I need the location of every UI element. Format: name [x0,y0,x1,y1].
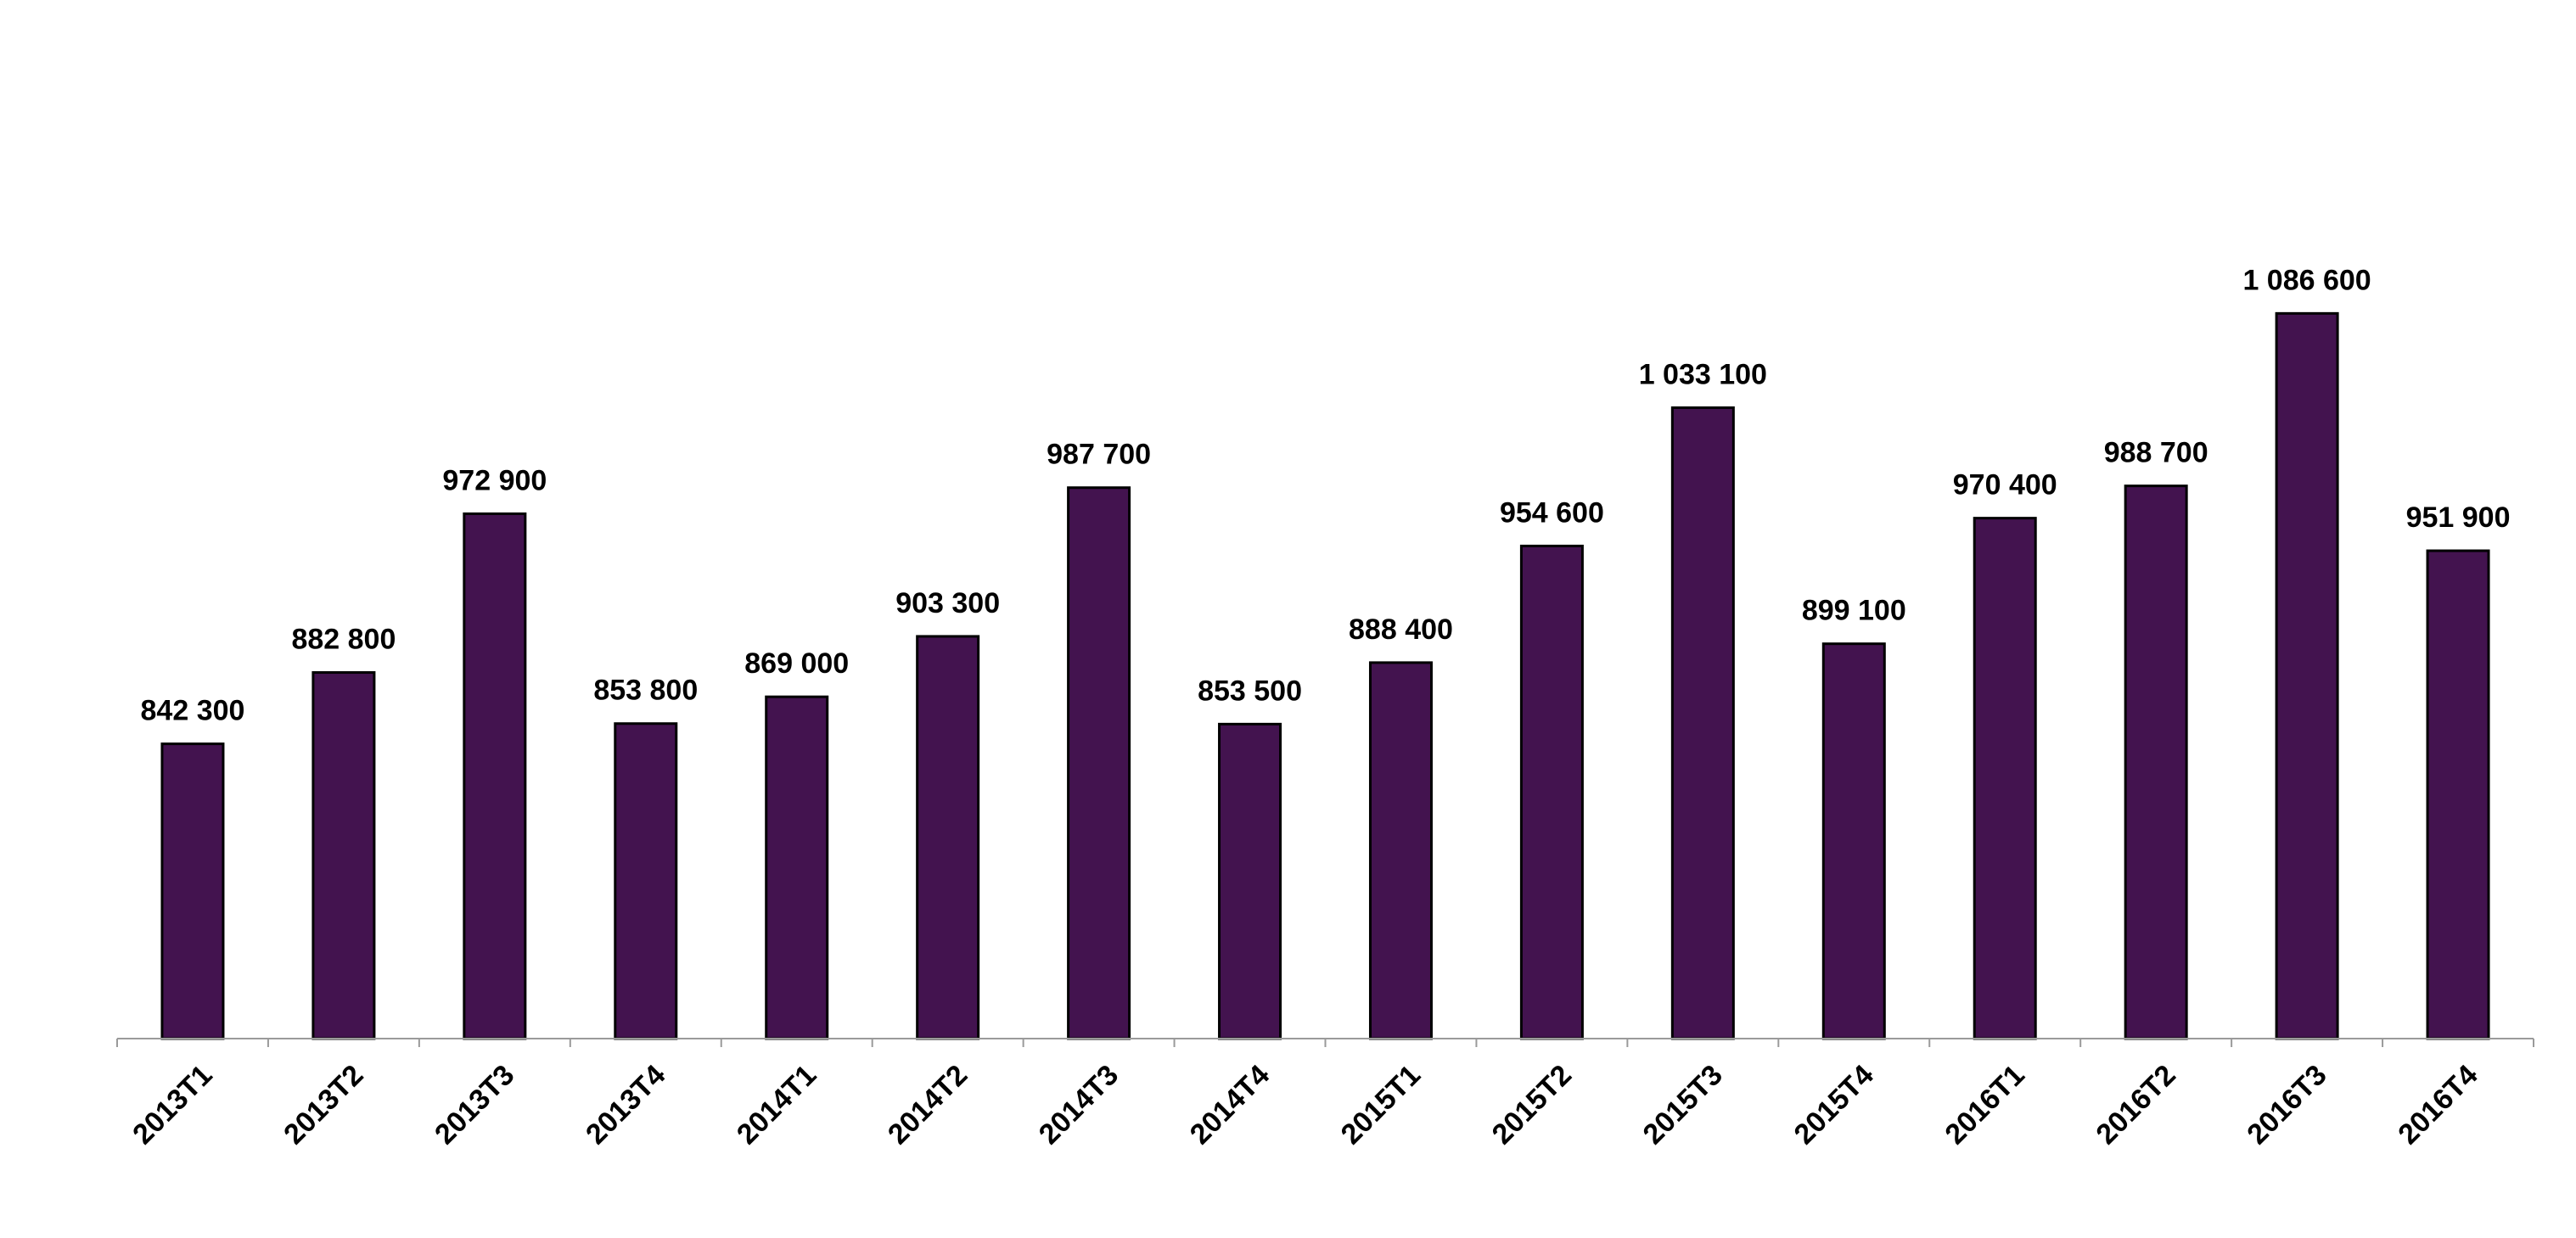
data-label-2013T2: 882 800 [291,624,396,656]
data-label-2014T2: 903 300 [895,587,1000,619]
bar-2013T4 [614,722,678,1040]
x-tick-label-2015T4: 2015T4 [1787,1059,1879,1151]
bar-2015T1 [1368,661,1433,1040]
bar-2014T2 [916,635,980,1040]
x-tick-label-2014T1: 2014T1 [731,1059,822,1151]
x-tick-label-2015T1: 2015T1 [1335,1059,1427,1151]
bar-2015T2 [1519,544,1584,1040]
bar-2013T2 [311,671,376,1040]
data-label-2016T3: 1 086 600 [2242,264,2371,296]
x-tick-label-2016T3: 2016T3 [2241,1059,2332,1151]
bar-2014T1 [765,695,829,1040]
bar-2014T3 [1067,486,1131,1040]
data-label-2013T4: 853 800 [593,675,698,707]
x-tick-label-2013T3: 2013T3 [429,1059,520,1151]
x-axis-tick-labels-group: 2013T1 2013T2 2013T3 2013T4 2014T1 2014T2 2014… [126,1059,2484,1151]
data-label-2013T1: 842 300 [141,695,245,727]
data-label-2016T1: 970 400 [1953,469,2057,501]
x-tick-label-2014T2: 2014T2 [882,1059,974,1151]
data-label-2015T2: 954 600 [1500,496,1604,529]
data-label-2015T4: 899 100 [1802,595,1906,627]
x-tick-label-2013T4: 2013T4 [580,1059,671,1151]
x-tick-label-2013T2: 2013T2 [278,1059,369,1151]
bar-2015T4 [1821,642,1886,1040]
data-label-2015T1: 888 400 [1349,613,1453,646]
value-labels-group: 842 300 882 800 972 900 853 800 869 000 903 3… [141,264,2511,726]
x-tick-label-2016T2: 2016T2 [2090,1059,2181,1151]
data-label-2014T3: 987 700 [1047,439,1151,471]
x-tick-label-2013T1: 2013T1 [126,1059,218,1151]
x-tick-label-2016T4: 2016T4 [2392,1059,2483,1151]
data-label-2013T3: 972 900 [442,464,547,496]
bar-2013T1 [160,742,225,1040]
bar-2016T1 [1973,517,2037,1040]
x-tick-label-2016T1: 2016T1 [1939,1059,2030,1151]
data-label-2016T4: 951 900 [2406,501,2511,534]
bar-2016T3 [2275,311,2339,1040]
data-label-2015T3: 1 033 100 [1639,358,1767,390]
x-tick-label-2014T4: 2014T4 [1184,1059,1276,1151]
bar-2016T4 [2426,549,2490,1040]
data-label-2014T1: 869 000 [744,647,849,680]
bar-2013T3 [463,512,527,1040]
bar-2016T2 [2124,485,2188,1040]
bar-2015T3 [1670,406,1735,1040]
x-tick-label-2015T3: 2015T3 [1637,1059,1729,1151]
x-tick-label-2014T3: 2014T3 [1033,1059,1125,1151]
bar-2014T4 [1218,722,1282,1040]
x-axis-ticks-group [116,1039,2534,1047]
x-tick-label-2015T2: 2015T2 [1486,1059,1578,1151]
data-label-2016T2: 988 700 [2104,437,2208,469]
bars-group [160,311,2490,1040]
data-label-2014T4: 853 500 [1198,675,1302,707]
